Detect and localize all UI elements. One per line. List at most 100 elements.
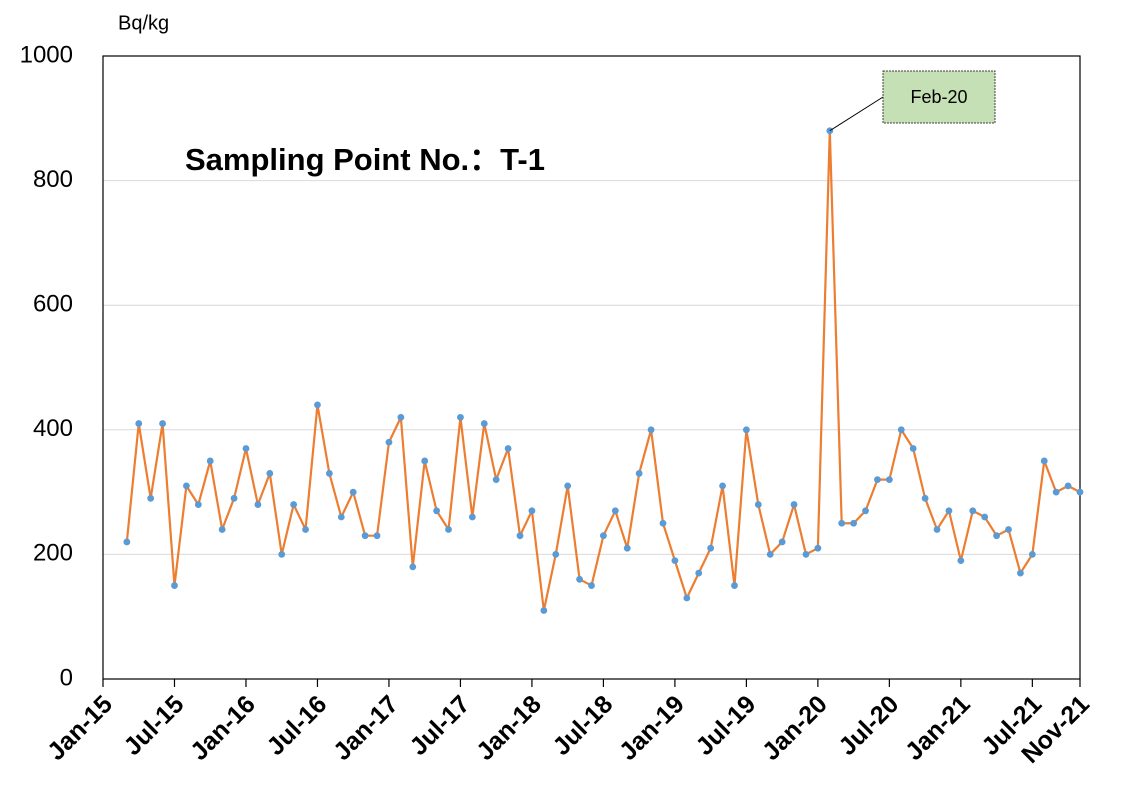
data-point xyxy=(528,507,536,515)
data-point xyxy=(695,569,703,577)
chart-title: Sampling Point No.：T-1 xyxy=(185,142,545,177)
data-point xyxy=(814,544,822,552)
data-point xyxy=(516,532,524,540)
data-point xyxy=(468,513,476,521)
y-tick-label: 800 xyxy=(33,166,73,193)
data-point xyxy=(349,488,357,496)
x-tick-label: Jan-21 xyxy=(900,690,976,766)
y-tick-label: 1000 xyxy=(20,41,73,68)
annotation-text: Feb-20 xyxy=(910,87,967,107)
data-point xyxy=(921,494,929,502)
data-point xyxy=(480,420,488,427)
data-point xyxy=(337,513,345,521)
data-point xyxy=(635,470,643,477)
data-point xyxy=(242,445,250,452)
data-point xyxy=(552,551,560,558)
plot-border xyxy=(102,55,1081,680)
x-tick-label: Jul-20 xyxy=(833,690,904,761)
data-point xyxy=(385,438,393,446)
data-point xyxy=(361,532,369,540)
data-point xyxy=(1028,551,1036,558)
data-point xyxy=(611,507,619,515)
x-tick-label: Jul-15 xyxy=(119,690,190,761)
data-point xyxy=(564,482,572,490)
data-point xyxy=(897,426,905,434)
data-point xyxy=(969,507,977,515)
x-tick-label: Jan-17 xyxy=(328,690,404,766)
data-point xyxy=(957,557,965,565)
data-point xyxy=(647,426,655,434)
y-axis-unit: Bq/kg xyxy=(118,12,169,34)
data-point xyxy=(719,482,726,490)
data-point xyxy=(754,501,762,508)
data-point xyxy=(623,544,631,552)
data-point xyxy=(945,507,953,515)
data-point xyxy=(1005,526,1012,533)
data-point xyxy=(171,582,178,589)
data-point xyxy=(218,526,226,533)
data-point xyxy=(409,563,417,571)
data-point xyxy=(802,551,810,558)
data-point xyxy=(993,532,1000,540)
data-point xyxy=(135,420,143,427)
x-tick-label: Jul-16 xyxy=(261,690,332,761)
data-point xyxy=(909,445,917,452)
data-point xyxy=(278,551,286,558)
data-point xyxy=(862,507,869,515)
data-point xyxy=(707,544,715,552)
data-point xyxy=(492,476,500,484)
x-tick-label: Jan-18 xyxy=(471,690,547,766)
y-tick-label: 400 xyxy=(33,415,73,442)
data-point xyxy=(1040,457,1048,465)
data-point xyxy=(659,519,667,527)
data-point xyxy=(302,526,309,533)
x-tick-label: Jan-20 xyxy=(757,690,833,766)
data-point xyxy=(778,538,786,546)
data-point xyxy=(742,426,750,434)
data-point xyxy=(194,501,202,508)
data-point xyxy=(731,582,738,589)
data-point xyxy=(1052,488,1060,496)
data-point xyxy=(1076,488,1084,496)
data-point xyxy=(874,476,881,484)
y-tick-label: 600 xyxy=(33,291,73,318)
annotation-box xyxy=(882,70,996,124)
annotation-leader xyxy=(829,96,884,132)
data-point xyxy=(421,457,429,465)
data-point xyxy=(1017,569,1024,577)
data-point xyxy=(885,476,893,484)
data-point xyxy=(671,557,679,565)
x-tick-label: Jul-18 xyxy=(547,690,618,761)
x-tick-label: Jul-19 xyxy=(690,690,761,761)
data-point xyxy=(933,526,941,533)
data-point xyxy=(826,127,834,135)
data-point xyxy=(290,501,298,508)
data-point xyxy=(159,420,166,427)
data-point xyxy=(254,501,262,508)
data-point xyxy=(576,575,583,583)
x-tick-label: Jan-19 xyxy=(614,690,690,766)
data-point xyxy=(325,470,333,477)
data-point xyxy=(230,494,238,502)
data-point xyxy=(457,413,464,421)
data-point xyxy=(147,494,155,502)
data-point xyxy=(600,532,607,540)
y-tick-label: 0 xyxy=(60,664,73,691)
data-point xyxy=(683,594,691,602)
x-tick-label: Jan-15 xyxy=(42,690,118,766)
data-point xyxy=(981,513,989,521)
data-point xyxy=(766,551,774,558)
data-point xyxy=(588,582,595,589)
data-point xyxy=(123,538,131,546)
data-point xyxy=(397,413,405,421)
x-tick-label: Jul-17 xyxy=(404,690,475,761)
data-point xyxy=(838,519,846,527)
data-point xyxy=(445,526,452,533)
data-point xyxy=(183,482,190,490)
data-point xyxy=(540,607,548,614)
x-tick-label: Jan-16 xyxy=(185,690,261,766)
data-point xyxy=(1064,482,1072,490)
data-point xyxy=(504,445,512,452)
data-point xyxy=(206,457,214,465)
